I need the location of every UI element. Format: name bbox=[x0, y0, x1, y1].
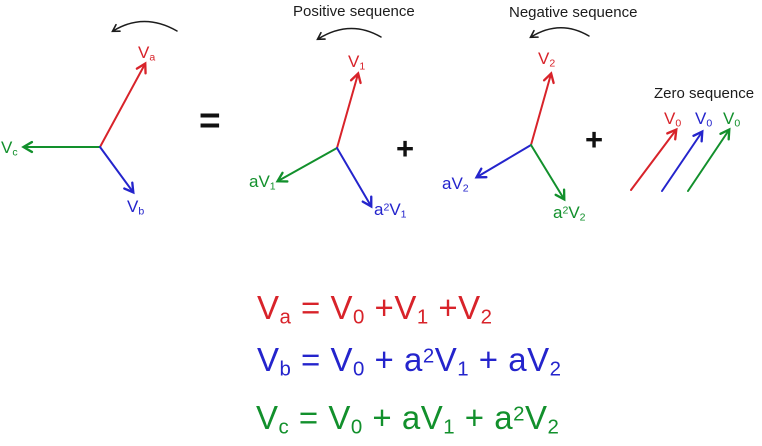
v0-red-arrow bbox=[630, 127, 678, 191]
rotation-arrow-unbalanced bbox=[111, 20, 178, 33]
a2v1-label: a2V1 bbox=[374, 200, 407, 221]
v0-blue-label: V0 bbox=[695, 109, 713, 130]
positive-sequence-title: Positive sequence bbox=[293, 3, 415, 20]
equation-vb: Vb = V0 + a2V1 + aV2 bbox=[257, 341, 562, 381]
v0-blue-arrow bbox=[661, 129, 704, 192]
v1-label: V1 bbox=[348, 52, 366, 73]
a2v2-label: a2V2 bbox=[553, 203, 586, 224]
equation-vc: Vc = V0 + aV1 + a2V2 bbox=[256, 399, 560, 439]
va-label: Va bbox=[138, 43, 156, 64]
v2-arrow bbox=[530, 71, 555, 146]
av2-arrow bbox=[474, 144, 532, 179]
plus-sign-2: + bbox=[585, 122, 604, 157]
plus-sign-1: + bbox=[396, 131, 415, 166]
vc-label: Vc bbox=[1, 138, 18, 159]
av1-arrow bbox=[275, 147, 338, 183]
a2v1-arrow bbox=[336, 147, 373, 209]
av1-label: aV1 bbox=[249, 172, 276, 193]
equation-va: Va = V0 +V1 +V2 bbox=[257, 289, 493, 329]
v0-green-label: V0 bbox=[723, 109, 741, 130]
negative-sequence-title: Negative sequence bbox=[509, 4, 638, 21]
a2v2-arrow bbox=[530, 144, 566, 202]
rotation-arrow-negative bbox=[529, 27, 590, 39]
zero-sequence-title: Zero sequence bbox=[654, 85, 755, 102]
v1-arrow bbox=[336, 71, 362, 149]
equals-sign: = bbox=[199, 100, 221, 141]
rotation-arrow-positive bbox=[316, 27, 382, 41]
vb-arrow bbox=[99, 146, 135, 195]
va-arrow bbox=[99, 61, 147, 148]
vb-label: Vb bbox=[127, 197, 145, 218]
v0-green-arrow bbox=[687, 127, 731, 192]
v2-label: V2 bbox=[538, 49, 556, 70]
av2-label: aV2 bbox=[442, 174, 469, 195]
v0-red-label: V0 bbox=[664, 109, 682, 130]
